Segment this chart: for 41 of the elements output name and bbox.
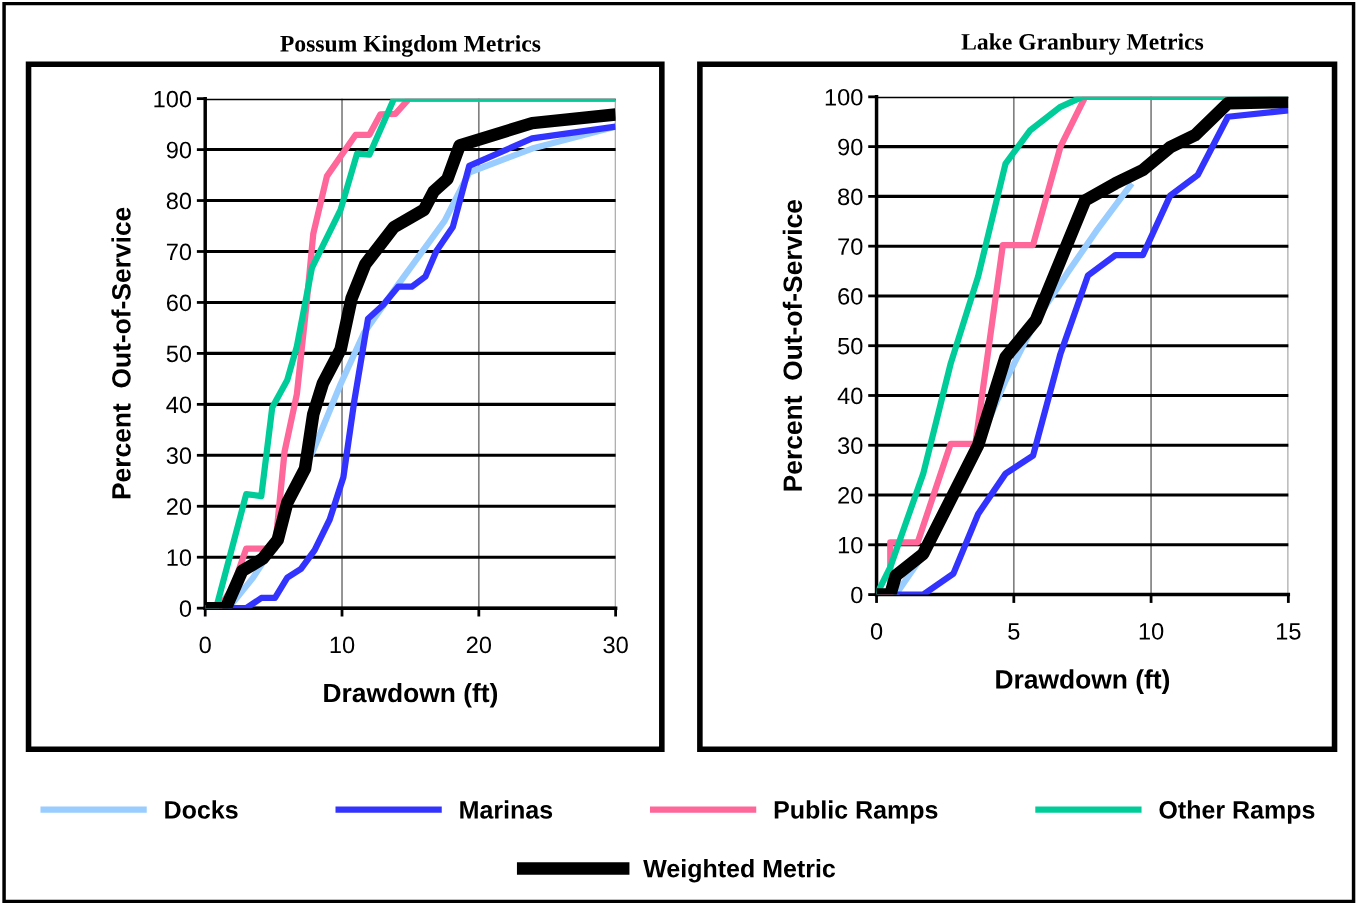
x-tick-label: 10 bbox=[1139, 622, 1164, 640]
x-tick-label: 20 bbox=[466, 636, 492, 654]
y-tick-label: 60 bbox=[838, 288, 863, 305]
y-tick-label: 10 bbox=[838, 536, 863, 554]
y-tick-label: 90 bbox=[838, 138, 863, 156]
legend-label: Weighted Metric bbox=[643, 859, 836, 883]
y-tick-label: 70 bbox=[166, 243, 192, 261]
chart-title: Lake Granbury Metrics bbox=[961, 33, 1204, 55]
x-tick-label: 15 bbox=[1277, 623, 1301, 640]
y-tick-label: 90 bbox=[166, 141, 192, 159]
y-tick-label: 40 bbox=[166, 396, 192, 414]
chart-title: Possum Kingdom Metrics bbox=[280, 35, 541, 57]
y-tick-label: 100 bbox=[154, 90, 192, 108]
y-axis-title: Percent Out-of-Service bbox=[782, 199, 803, 491]
y-tick-label: 50 bbox=[166, 345, 192, 363]
x-tick-label: 30 bbox=[603, 636, 628, 654]
y-tick-label: 30 bbox=[166, 447, 192, 465]
y-tick-label: 10 bbox=[167, 549, 192, 566]
legend-label: Docks bbox=[165, 800, 238, 819]
x-tick-label: 10 bbox=[330, 636, 355, 654]
y-tick-label: 0 bbox=[851, 586, 863, 604]
y-tick-label: 20 bbox=[838, 487, 863, 504]
y-tick-label: 60 bbox=[166, 294, 192, 312]
y-tick-label: 40 bbox=[837, 387, 863, 405]
y-tick-label: 100 bbox=[825, 88, 863, 106]
y-tick-label: 30 bbox=[838, 437, 863, 455]
x-tick-label: 0 bbox=[199, 636, 211, 654]
y-tick-label: 80 bbox=[838, 188, 863, 206]
y-axis-title: Percent Out-of-Service bbox=[111, 207, 131, 499]
y-tick-label: 50 bbox=[838, 337, 863, 355]
y-tick-label: 0 bbox=[179, 600, 192, 617]
legend-label: Public Ramps bbox=[774, 800, 938, 824]
x-axis-title: Drawdown (ft) bbox=[324, 682, 498, 708]
legend-label: Marinas bbox=[460, 800, 553, 819]
x-axis-title: Drawdown (ft) bbox=[996, 669, 1170, 694]
x-tick-label: 5 bbox=[1008, 623, 1020, 640]
y-tick-label: 80 bbox=[166, 192, 192, 210]
y-tick-label: 70 bbox=[838, 238, 863, 255]
y-tick-label: 20 bbox=[166, 498, 192, 516]
legend-label: Other Ramps bbox=[1159, 800, 1315, 824]
x-tick-label: 0 bbox=[870, 622, 883, 640]
